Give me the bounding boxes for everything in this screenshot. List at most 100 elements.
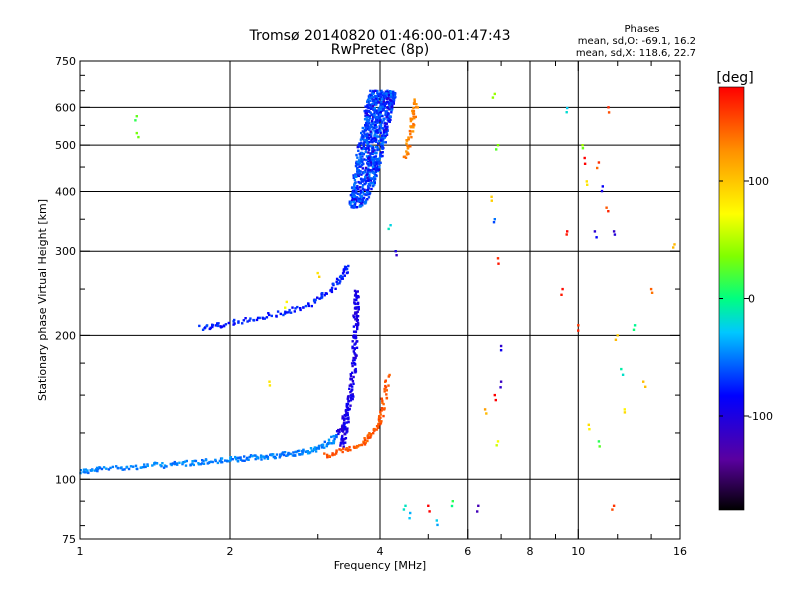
y-tick-label: 300	[55, 245, 76, 258]
data-point	[307, 302, 310, 306]
y-tick-label: 600	[55, 101, 76, 114]
data-point	[496, 144, 500, 147]
data-point	[565, 233, 568, 236]
data-point	[349, 404, 352, 407]
data-point	[383, 102, 386, 105]
data-point	[314, 450, 318, 453]
data-point	[350, 389, 353, 393]
data-point	[378, 111, 381, 114]
data-point	[249, 317, 252, 320]
data-point	[331, 453, 334, 457]
data-point	[84, 468, 87, 471]
data-point	[377, 114, 381, 118]
data-point	[326, 456, 329, 459]
data-point	[386, 116, 389, 120]
data-point	[382, 118, 385, 121]
data-point	[368, 141, 371, 144]
data-point	[363, 200, 366, 204]
data-point	[386, 89, 389, 92]
data-point	[605, 206, 608, 209]
data-point	[155, 462, 159, 465]
data-point	[364, 199, 368, 202]
data-point	[367, 137, 370, 140]
data-point	[374, 155, 378, 158]
data-point	[353, 358, 356, 362]
data-point	[372, 137, 375, 140]
data-point	[243, 455, 246, 458]
data-point	[350, 377, 354, 381]
data-point	[162, 466, 166, 469]
data-point	[364, 175, 367, 179]
data-point	[345, 412, 348, 415]
data-point	[354, 302, 357, 306]
data-point	[343, 422, 346, 425]
data-point	[296, 449, 300, 453]
data-point	[344, 410, 348, 413]
data-point	[402, 508, 406, 511]
data-point	[644, 385, 647, 388]
data-point	[323, 452, 326, 455]
data-point	[359, 205, 363, 208]
data-point	[356, 323, 359, 327]
data-point	[412, 122, 415, 126]
data-point	[409, 133, 412, 136]
data-point	[348, 387, 351, 390]
data-point	[351, 346, 354, 350]
data-point	[493, 92, 496, 96]
data-point	[379, 131, 382, 134]
data-point	[379, 152, 382, 155]
data-point	[368, 154, 372, 157]
data-point	[379, 93, 382, 96]
data-point	[293, 454, 297, 457]
data-point	[392, 96, 395, 99]
data-point	[291, 306, 294, 309]
data-point	[335, 280, 338, 283]
data-point	[369, 136, 373, 139]
data-point	[380, 114, 383, 118]
data-point	[380, 409, 383, 412]
data-point	[284, 306, 287, 309]
data-point	[347, 418, 350, 421]
data-point	[364, 166, 368, 170]
data-point	[404, 156, 408, 159]
data-point	[234, 455, 237, 459]
data-point	[376, 111, 379, 115]
data-point	[366, 179, 369, 182]
data-point	[349, 399, 353, 402]
data-point	[352, 325, 356, 328]
data-point	[382, 414, 385, 418]
data-point	[380, 100, 383, 104]
data-point	[343, 437, 346, 441]
data-point	[382, 103, 385, 106]
data-point	[382, 132, 385, 135]
data-point	[373, 427, 376, 431]
data-point	[412, 126, 415, 129]
data-point	[347, 420, 350, 424]
data-point	[374, 157, 377, 161]
data-point	[377, 142, 380, 145]
data-point	[347, 400, 350, 403]
data-point	[381, 147, 384, 150]
y-tick-label: 75	[62, 533, 76, 546]
data-point	[370, 187, 373, 191]
data-point	[414, 115, 417, 119]
data-point	[313, 448, 316, 451]
data-point	[650, 291, 654, 294]
data-point	[383, 407, 386, 410]
data-point	[283, 451, 287, 454]
data-point	[359, 191, 362, 194]
data-point	[373, 116, 376, 119]
data-point	[338, 282, 341, 285]
data-point	[185, 459, 188, 463]
data-point	[378, 420, 381, 423]
data-point	[332, 441, 335, 445]
data-point	[125, 465, 129, 469]
data-point	[377, 101, 381, 104]
data-point	[370, 170, 373, 173]
data-point	[392, 99, 396, 102]
data-point	[495, 148, 498, 151]
data-point	[331, 452, 334, 455]
data-point	[369, 133, 372, 136]
data-point	[364, 180, 367, 183]
data-point	[378, 157, 381, 160]
